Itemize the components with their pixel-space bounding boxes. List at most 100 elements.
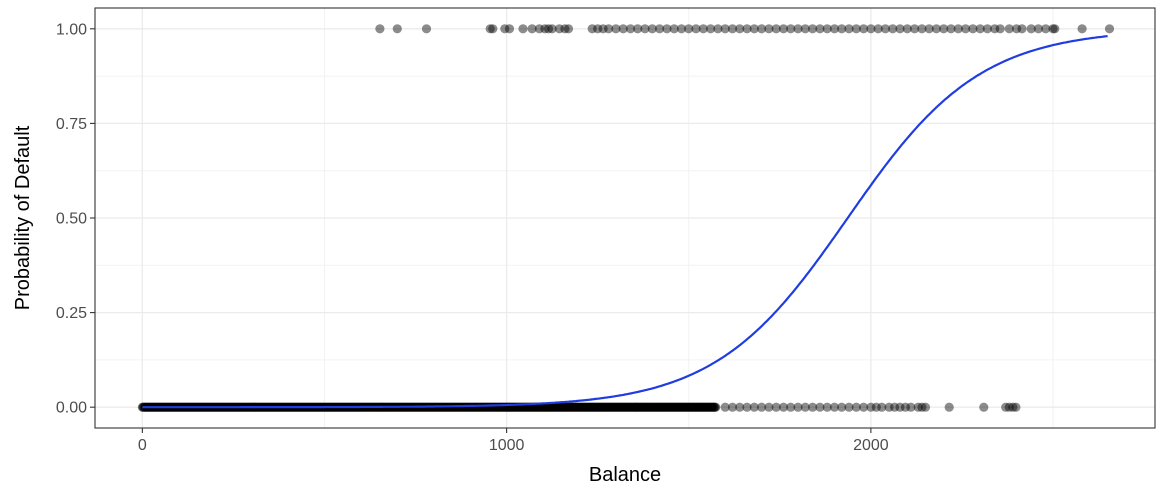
data-point: [613, 402, 623, 412]
data-point: [625, 402, 636, 412]
data-point: [837, 402, 847, 412]
data-point: [673, 402, 683, 412]
data-point: [771, 24, 781, 34]
data-point: [624, 402, 634, 412]
data-point: [764, 24, 774, 34]
data-point: [639, 402, 649, 412]
data-point: [633, 402, 643, 412]
data-point: [692, 402, 703, 412]
data-point: [545, 402, 555, 412]
data-point: [552, 402, 562, 412]
data-point: [1008, 402, 1018, 412]
data-point: [488, 24, 498, 34]
data-point: [585, 402, 596, 412]
data-point: [557, 402, 567, 412]
data-point: [1077, 24, 1087, 34]
y-tick-label: 0.50: [56, 211, 87, 228]
data-point: [561, 402, 572, 412]
data-point: [808, 402, 818, 412]
data-point: [675, 402, 685, 412]
data-point: [931, 24, 942, 34]
data-point: [702, 402, 712, 412]
data-point: [633, 24, 643, 34]
data-point: [662, 24, 672, 34]
data-point: [589, 402, 599, 412]
y-tick-label: 1.00: [56, 21, 87, 38]
data-point: [665, 402, 675, 412]
data-point: [884, 402, 894, 412]
data-point: [572, 402, 582, 412]
data-point: [630, 402, 640, 412]
data-point: [691, 402, 701, 412]
data-point: [709, 402, 719, 412]
data-point: [657, 402, 668, 412]
data-point: [679, 402, 690, 412]
data-point: [710, 402, 720, 412]
data-point: [549, 402, 559, 412]
data-point: [649, 402, 659, 412]
data-point: [628, 402, 638, 412]
data-point: [555, 402, 566, 412]
data-point: [699, 402, 709, 412]
data-point: [612, 402, 623, 412]
data-point: [669, 24, 679, 34]
data-point: [535, 402, 545, 412]
data-point: [560, 24, 570, 34]
data-point: [686, 402, 696, 412]
data-point: [866, 402, 876, 412]
data-point: [866, 24, 876, 34]
data-point: [704, 402, 714, 412]
data-point: [844, 24, 854, 34]
data-point: [676, 402, 686, 412]
data-point: [602, 402, 612, 412]
data-point: [657, 402, 667, 412]
data-point: [815, 24, 825, 34]
data-point: [667, 402, 677, 412]
data-point: [705, 402, 715, 412]
data-point: [560, 402, 570, 412]
data-point: [706, 402, 716, 412]
data-point: [1001, 402, 1011, 412]
data-point: [622, 402, 633, 412]
data-point: [742, 402, 752, 412]
data-point: [720, 402, 730, 412]
data-point: [642, 402, 652, 412]
data-point: [604, 24, 614, 34]
x-axis-ticks: 0 1000 2000: [138, 428, 889, 454]
data-point: [900, 402, 911, 412]
data-point: [1011, 402, 1021, 412]
data-point: [660, 402, 670, 412]
data-point: [596, 402, 606, 412]
data-point: [644, 402, 655, 412]
data-point: [888, 24, 898, 34]
data-point: [646, 402, 656, 412]
data-point: [668, 402, 679, 412]
data-point: [554, 24, 565, 34]
data-point: [995, 24, 1005, 34]
data-point: [684, 402, 694, 412]
data-point: [615, 402, 625, 412]
data-point: [662, 402, 672, 412]
data-point: [582, 402, 592, 412]
data-point: [682, 402, 692, 412]
data-point: [631, 402, 641, 412]
data-point: [421, 24, 432, 34]
data-point: [641, 402, 651, 412]
data-point: [859, 24, 869, 34]
data-point: [606, 402, 616, 412]
data-point: [551, 402, 561, 412]
data-point: [871, 402, 881, 412]
data-point: [566, 402, 577, 412]
data-point: [684, 24, 694, 34]
data-point: [639, 402, 649, 412]
data-point: [553, 402, 563, 412]
y-axis-title: Probability of Default: [12, 125, 34, 310]
data-point: [619, 402, 629, 412]
data-point: [550, 402, 561, 412]
data-point: [543, 402, 553, 412]
data-point: [574, 402, 584, 412]
data-point: [592, 402, 602, 412]
data-point: [690, 402, 700, 412]
data-point: [609, 402, 619, 412]
data-point: [913, 402, 923, 412]
